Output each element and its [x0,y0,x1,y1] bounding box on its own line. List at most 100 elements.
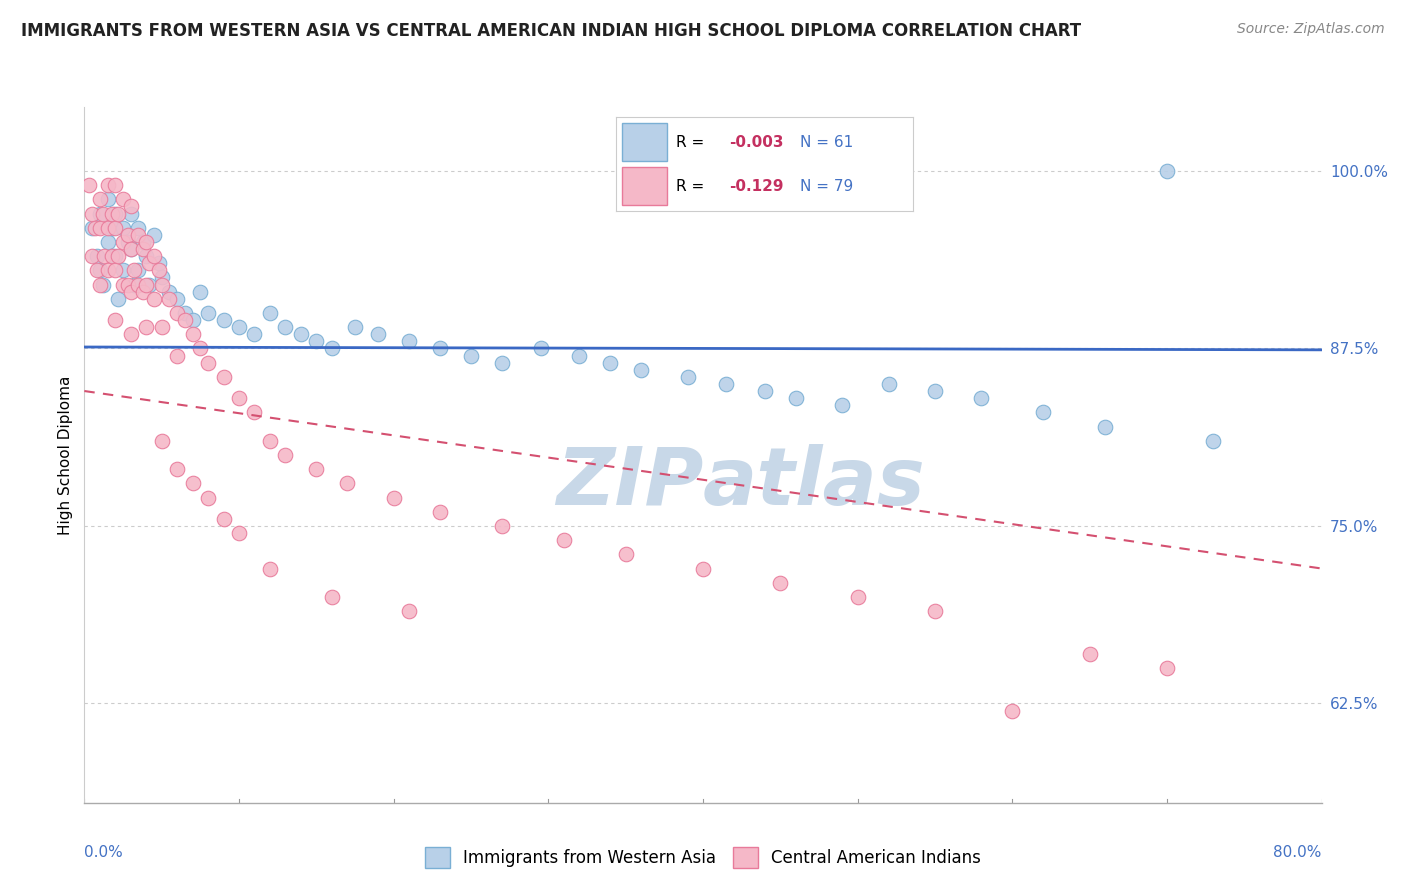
Point [491,519,513,533]
Point [367,327,389,342]
Point [120,199,142,213]
Point [89,277,111,292]
Point [120,242,142,256]
Point [970,391,993,405]
Point [135,320,157,334]
Point [86,263,108,277]
Point [120,206,142,220]
Point [197,491,219,505]
Point [89,220,111,235]
Point [243,405,266,419]
Point [754,384,776,398]
Point [243,327,266,342]
Point [259,306,281,320]
Point [212,313,235,327]
Point [630,362,652,376]
Point [122,277,145,292]
Point [188,285,211,299]
Point [197,356,219,370]
Point [77,178,100,193]
Point [86,249,108,263]
Point [104,220,127,235]
Point [117,277,139,292]
Point [135,249,157,263]
Point [429,342,451,356]
Point [166,349,188,363]
Point [553,533,575,548]
Point [1032,405,1054,419]
Point [159,285,180,299]
Point [290,327,312,342]
Point [101,249,124,263]
Point [228,320,250,334]
Point [96,263,118,277]
Point [135,277,157,292]
Point [89,263,111,277]
Point [104,313,127,327]
Point [101,220,124,235]
Point [398,604,420,618]
Point [382,491,405,505]
Point [148,256,170,270]
Text: IMMIGRANTS FROM WESTERN ASIA VS CENTRAL AMERICAN INDIAN HIGH SCHOOL DIPLOMA CORR: IMMIGRANTS FROM WESTERN ASIA VS CENTRAL … [21,22,1081,40]
Point [676,369,699,384]
Point [166,306,188,320]
Point [120,242,142,256]
Point [96,192,118,206]
Point [228,526,250,541]
Point [181,313,204,327]
Point [82,206,104,220]
Point [197,306,219,320]
Point [112,192,135,206]
Point [138,256,160,270]
Point [122,263,145,277]
Point [321,342,343,356]
Point [104,263,127,277]
Point [785,391,807,405]
Point [117,227,139,242]
Point [831,398,853,412]
Point [107,206,129,220]
Point [1094,419,1116,434]
Point [132,235,155,249]
Point [89,206,111,220]
Point [127,227,149,242]
Point [112,235,135,249]
Point [174,306,197,320]
Point [159,292,180,306]
Point [135,235,157,249]
Point [91,206,114,220]
Point [101,206,124,220]
Point [82,220,104,235]
Point [714,376,737,391]
Point [166,462,188,476]
Point [104,178,127,193]
Text: 80.0%: 80.0% [1274,845,1322,860]
Point [96,220,118,235]
Point [321,590,343,604]
Point [305,334,328,349]
Point [429,505,451,519]
Point [166,292,188,306]
Point [769,575,792,590]
Point [132,242,155,256]
Point [120,285,142,299]
Point [143,227,166,242]
Point [568,349,591,363]
Point [150,320,173,334]
Point [259,434,281,448]
Point [127,220,149,235]
Point [846,590,869,604]
Point [212,369,235,384]
Point [138,277,160,292]
Point [84,220,107,235]
Point [89,192,111,206]
Point [181,327,204,342]
Point [1156,164,1178,178]
Text: 0.0%: 0.0% [84,845,124,860]
Point [148,263,170,277]
Point [599,356,621,370]
Point [924,604,946,618]
Point [460,349,482,363]
Point [274,448,297,462]
